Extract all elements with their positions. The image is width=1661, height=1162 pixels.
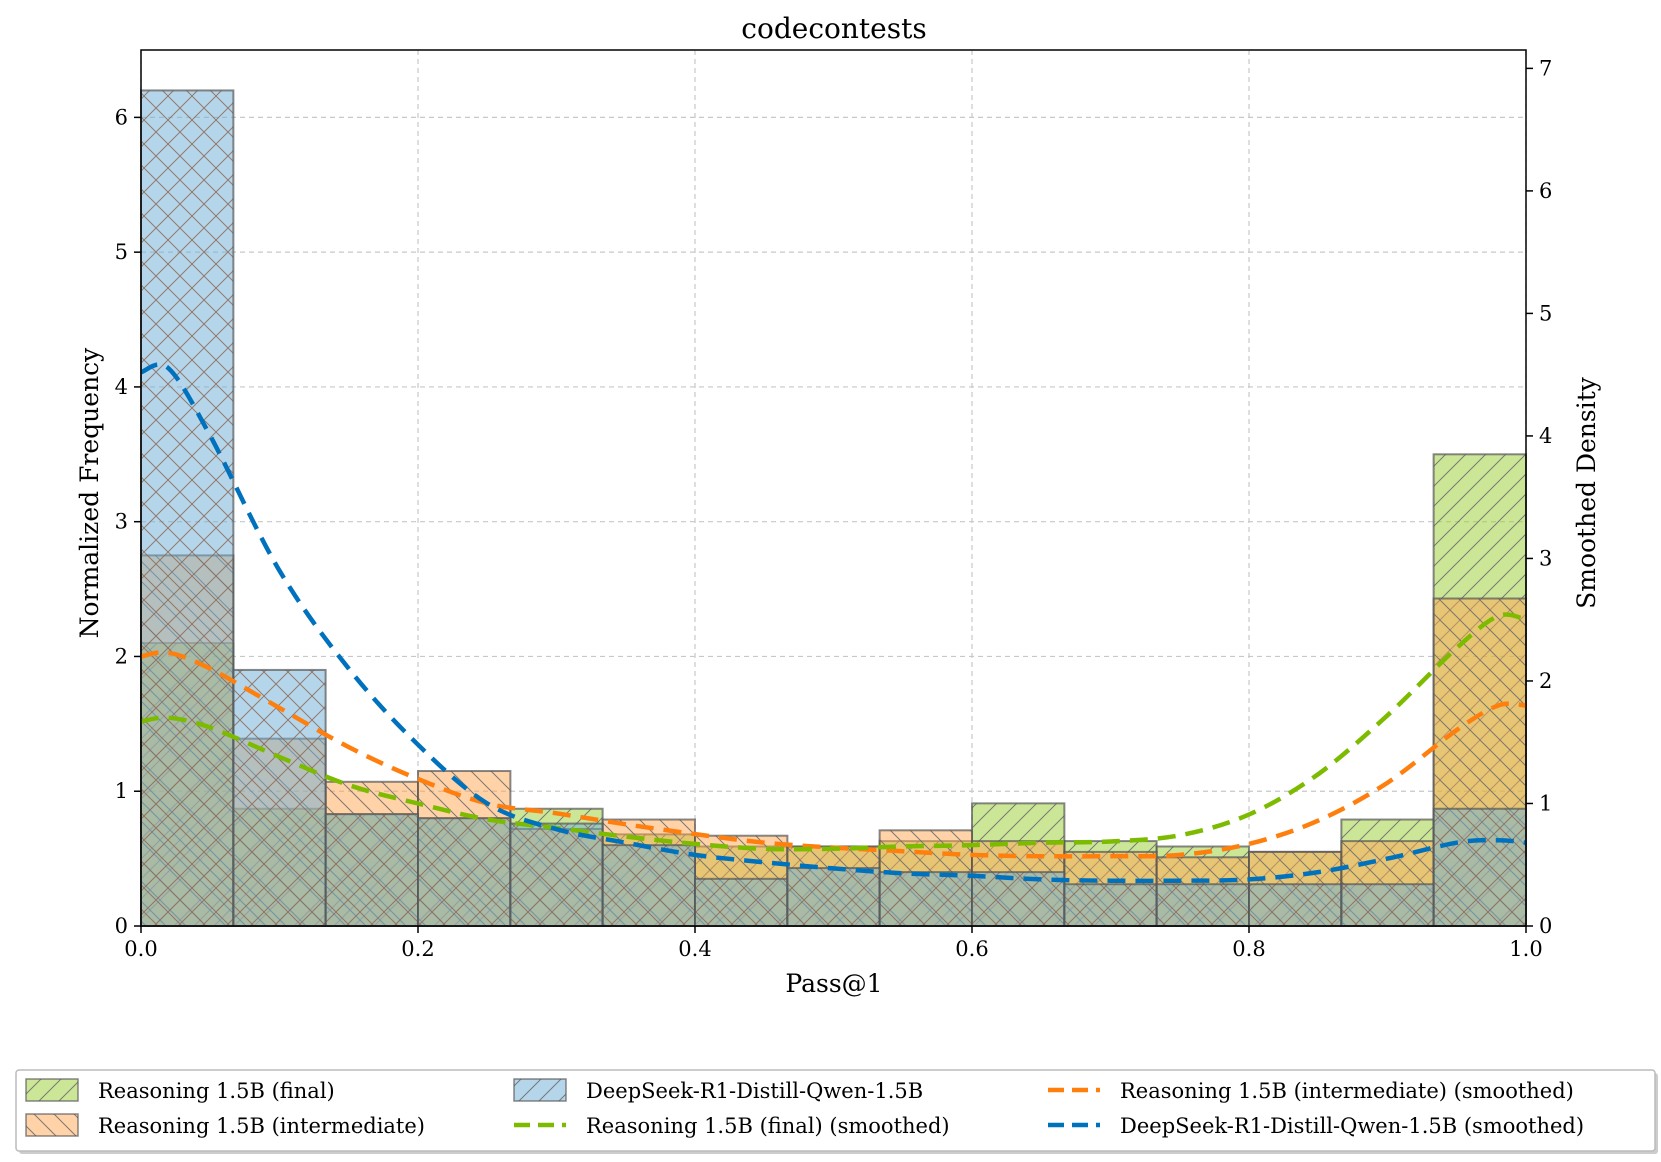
y-tick-label: 2 (115, 644, 128, 668)
histogram-bar-hatch (140, 89, 235, 927)
y-tick-label: 6 (115, 105, 128, 129)
x-tick-label: 0.6 (955, 937, 988, 961)
legend: Reasoning 1.5B (final) Reasoning 1.5B (in… (15, 1069, 1658, 1154)
y-tick-label: 4 (115, 375, 128, 399)
legend-label: DeepSeek-R1-Distill-Qwen-1.5B (smoothed) (1120, 1114, 1584, 1138)
histogram-bar-hatch (509, 822, 604, 927)
y2-tick-label: 4 (1539, 424, 1552, 448)
legend-label: Reasoning 1.5B (intermediate) (smoothed) (1120, 1079, 1574, 1103)
plot-frame (140, 49, 1527, 927)
x-axis-label: Pass@1 (785, 969, 882, 998)
y2-axis-label: Smoothed Density (1572, 376, 1601, 609)
histogram-bar-hatch (878, 871, 973, 927)
y2-tick-label: 5 (1539, 301, 1552, 325)
legend-swatch-hatch (25, 1078, 79, 1102)
legend-label: DeepSeek-R1-Distill-Qwen-1.5B (586, 1079, 923, 1103)
histogram-bar-hatch (1155, 883, 1250, 928)
y2-tick-label: 2 (1539, 669, 1552, 693)
legend-swatch-hatch (513, 1078, 567, 1102)
smoothed-line-3 (140, 362, 1527, 884)
histogram-series-3 (140, 89, 1527, 928)
x-tick-label: 0.8 (1232, 937, 1265, 961)
legend-label: Reasoning 1.5B (final) (98, 1079, 335, 1103)
histogram-bar-hatch (694, 877, 789, 927)
histogram-bar-hatch (232, 668, 327, 927)
y2-tick-label: 7 (1539, 56, 1552, 80)
y2-tick-label: 3 (1539, 546, 1552, 570)
histogram-bar-hatch (786, 867, 881, 928)
histogram-bar-hatch (417, 817, 512, 928)
y-tick-label: 5 (115, 240, 128, 264)
histogram-bar-hatch (601, 844, 696, 928)
legend-label: Reasoning 1.5B (intermediate) (98, 1114, 425, 1138)
y-tick-label: 3 (115, 510, 128, 534)
y2-tick-label: 0 (1539, 914, 1552, 938)
smoothed-lines (140, 362, 1527, 884)
y2-tick-label: 6 (1539, 179, 1552, 203)
histogram-bar-hatch (324, 813, 420, 927)
y-axis-label: Normalized Frequency (75, 347, 104, 638)
smoothed-line-2 (140, 612, 1527, 852)
histogram-bars (140, 89, 1527, 928)
y-tick-label: 1 (115, 779, 128, 803)
legend-swatch-hatch (25, 1113, 79, 1137)
histogram-bar-hatch (1063, 883, 1158, 928)
x-tick-label: 0.2 (401, 937, 434, 961)
y-tick-label: 0 (115, 914, 128, 938)
histogram-bar-hatch (971, 871, 1066, 927)
histogram-bar-hatch (1432, 807, 1527, 928)
histogram-bar-hatch (1248, 883, 1343, 928)
y2-tick-label: 1 (1539, 791, 1552, 815)
x-tick-label: 1.0 (1509, 937, 1542, 961)
x-tick-label: 0.4 (678, 937, 711, 961)
chart-title: codecontests (741, 12, 926, 45)
legend-label: Reasoning 1.5B (final) (smoothed) (586, 1114, 950, 1138)
legend-box (15, 1069, 1656, 1152)
histogram-bar-hatch (1340, 883, 1435, 928)
x-tick-label: 0.0 (124, 937, 157, 961)
